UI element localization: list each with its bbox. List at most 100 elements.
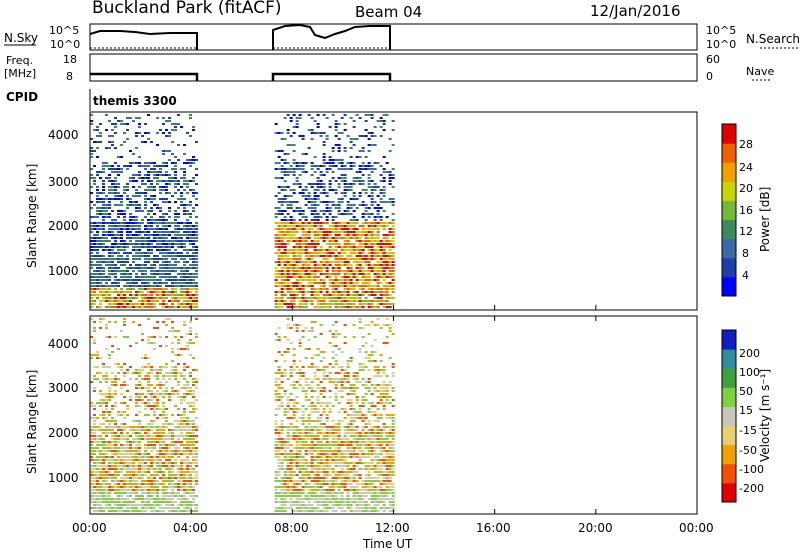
power-cell bbox=[153, 231, 156, 233]
power-cell bbox=[132, 282, 135, 284]
velocity-cell bbox=[277, 480, 281, 482]
velocity-cell bbox=[150, 498, 153, 500]
velocity-cell bbox=[90, 450, 93, 452]
velocity-cell bbox=[274, 510, 278, 512]
velocity-cell bbox=[325, 420, 329, 422]
power-cell bbox=[364, 189, 368, 191]
power-cell bbox=[135, 135, 138, 137]
power-cell bbox=[102, 267, 105, 269]
power-cell bbox=[370, 171, 374, 173]
power-cell bbox=[361, 300, 365, 302]
velocity-cell bbox=[168, 501, 171, 503]
velocity-cell bbox=[304, 348, 308, 350]
velocity-cell bbox=[147, 393, 150, 395]
power-cell bbox=[307, 279, 311, 281]
velocity-cell bbox=[310, 429, 314, 431]
power-cell bbox=[352, 273, 356, 275]
velocity-cell bbox=[289, 468, 293, 470]
power-cell bbox=[114, 183, 117, 185]
velocity-cell bbox=[168, 480, 171, 482]
power-cell bbox=[108, 285, 111, 287]
power-cell bbox=[153, 279, 156, 281]
velocity-cell bbox=[319, 477, 323, 479]
power-cell bbox=[289, 306, 293, 308]
power-cell bbox=[192, 240, 195, 242]
power-cell bbox=[150, 225, 153, 227]
velocity-cell bbox=[123, 459, 126, 461]
velocity-cell bbox=[138, 498, 141, 500]
power-cell bbox=[370, 279, 374, 281]
power-cell bbox=[391, 267, 395, 269]
power-cell bbox=[93, 150, 96, 152]
power-cell bbox=[174, 222, 177, 224]
cpid-label: CPID bbox=[6, 90, 38, 104]
power-cell bbox=[144, 252, 147, 254]
power-cell bbox=[343, 192, 347, 194]
power-cell bbox=[343, 270, 347, 272]
velocity-cell bbox=[301, 471, 305, 473]
velocity-cell bbox=[301, 492, 305, 494]
velocity-cell bbox=[90, 426, 93, 428]
power-cell bbox=[105, 285, 108, 287]
power-cell bbox=[310, 117, 314, 119]
velocity-cell bbox=[174, 495, 177, 497]
power-cell bbox=[382, 186, 386, 188]
power-cell bbox=[313, 249, 317, 251]
power-cell bbox=[349, 246, 353, 248]
power-cell bbox=[292, 273, 296, 275]
power-cell bbox=[90, 123, 93, 125]
power-cell bbox=[90, 282, 93, 284]
velocity-cell bbox=[286, 495, 290, 497]
power-cell bbox=[343, 168, 347, 170]
velocity-cell bbox=[135, 495, 138, 497]
velocity-cell bbox=[159, 432, 162, 434]
velocity-cell bbox=[96, 495, 99, 497]
power-cell bbox=[334, 240, 338, 242]
power-cell bbox=[126, 282, 129, 284]
power-cell bbox=[141, 282, 144, 284]
velocity-cell bbox=[159, 483, 162, 485]
power-cell bbox=[355, 252, 359, 254]
velocity-cell bbox=[120, 393, 123, 395]
power-cell bbox=[295, 249, 299, 251]
velocity-cell bbox=[307, 447, 311, 449]
velocity-cell bbox=[105, 471, 108, 473]
velocity-cell bbox=[90, 483, 93, 485]
power-cell bbox=[159, 192, 162, 194]
velocity-cell bbox=[135, 480, 138, 482]
power-cell bbox=[114, 222, 117, 224]
velocity-cell bbox=[132, 465, 135, 467]
power-cell bbox=[277, 258, 281, 260]
power-cell bbox=[316, 204, 320, 206]
velocity-cell bbox=[280, 480, 284, 482]
velocity-cell bbox=[90, 459, 93, 461]
velocity-cell bbox=[93, 474, 96, 476]
velocity-cell bbox=[147, 375, 150, 377]
power-cell bbox=[373, 135, 377, 137]
power-cell bbox=[358, 270, 362, 272]
velocity-cell bbox=[96, 474, 99, 476]
velocity-cell bbox=[301, 444, 305, 446]
power-cell bbox=[379, 126, 383, 128]
velocity-cell bbox=[108, 507, 111, 509]
velocity-cell bbox=[123, 372, 126, 374]
velocity-cell bbox=[174, 510, 177, 512]
velocity-cell bbox=[274, 426, 278, 428]
velocity-cell bbox=[286, 408, 290, 410]
power-cell bbox=[361, 147, 365, 149]
power-cell bbox=[334, 270, 338, 272]
power-cell bbox=[141, 165, 144, 167]
power-cell bbox=[310, 225, 314, 227]
velocity-cell bbox=[286, 396, 290, 398]
velocity-cell bbox=[310, 411, 314, 413]
power-cell bbox=[132, 195, 135, 197]
power-cell bbox=[99, 267, 102, 269]
power-cell bbox=[147, 213, 150, 215]
power-cell bbox=[313, 306, 317, 308]
power-cell bbox=[373, 216, 377, 218]
power-cell bbox=[117, 300, 120, 302]
velocity-cell bbox=[93, 342, 96, 344]
power-cell bbox=[192, 288, 195, 290]
velocity-cell bbox=[322, 492, 326, 494]
velocity-cell bbox=[180, 402, 183, 404]
